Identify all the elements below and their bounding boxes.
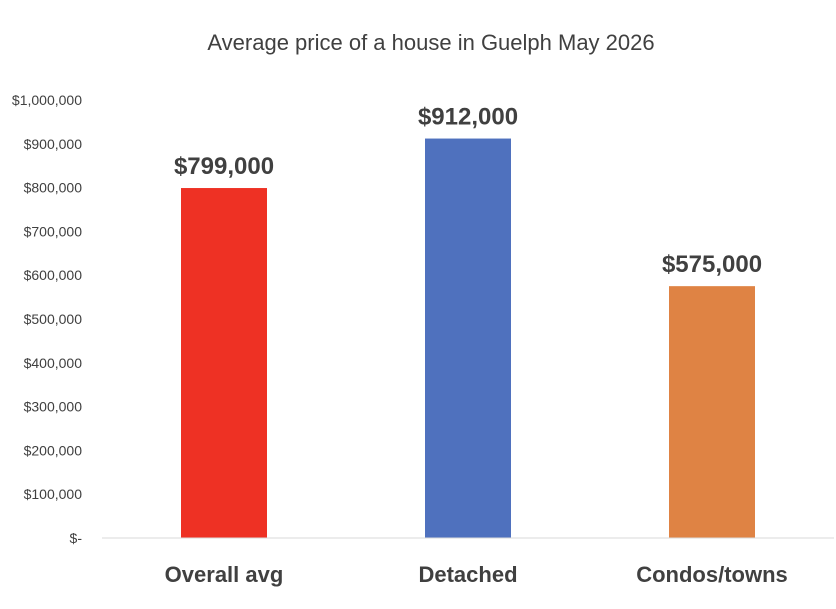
data-label: $799,000 — [174, 153, 274, 180]
bars — [181, 138, 755, 538]
data-label: $575,000 — [662, 251, 762, 278]
y-tick-label: $800,000 — [24, 180, 83, 196]
y-tick-label: $700,000 — [24, 223, 83, 239]
y-tick-label: $- — [70, 530, 83, 546]
y-axis-labels: $- $100,000 $200,000 $300,000 $400,000 $500,0… — [12, 92, 82, 546]
y-tick-label: $400,000 — [24, 355, 83, 371]
data-labels: $799,000 $912,000 $575,000 — [174, 104, 762, 279]
x-tick-label: Condos/towns — [636, 562, 788, 587]
y-tick-label: $1,000,000 — [12, 92, 82, 108]
y-tick-label: $900,000 — [24, 136, 83, 152]
bar — [669, 286, 755, 538]
data-label: $912,000 — [418, 104, 518, 131]
y-tick-label: $100,000 — [24, 486, 83, 502]
y-tick-label: $200,000 — [24, 442, 83, 458]
chart-title: Average price of a house in Guelph May 2… — [207, 30, 654, 55]
bar — [181, 188, 267, 538]
y-tick-label: $500,000 — [24, 311, 83, 327]
y-tick-label: $600,000 — [24, 267, 83, 283]
x-tick-label: Overall avg — [165, 562, 284, 587]
x-tick-label: Detached — [418, 562, 517, 587]
bar — [425, 138, 511, 538]
y-tick-label: $300,000 — [24, 399, 83, 415]
x-axis-labels: Overall avg Detached Condos/towns — [165, 562, 788, 587]
